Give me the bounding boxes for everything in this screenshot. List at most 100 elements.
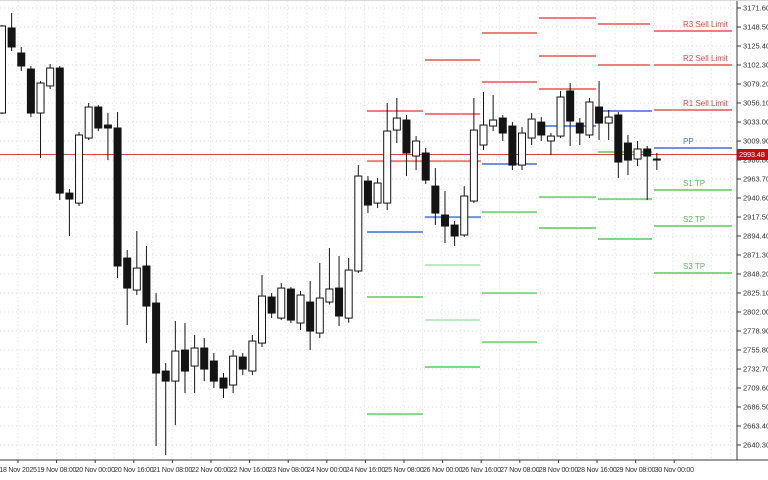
candle-bullish — [296, 294, 305, 324]
time-tick-label: 26 Nov 16:00 — [462, 467, 502, 474]
candle-bearish — [286, 288, 295, 321]
candle-bullish — [0, 25, 6, 114]
candle-bullish — [354, 175, 363, 272]
candle-bearish — [508, 125, 517, 166]
price-axis[interactable]: 3171.60 3148.50 3125.40 3102.30 3079.20 3056.… — [737, 4, 768, 450]
candle-bearish — [55, 67, 64, 194]
candle-bearish — [652, 158, 661, 161]
candle-bearish — [238, 356, 247, 370]
price-tick-label: 3102.30 — [743, 61, 768, 70]
candle-bearish — [267, 296, 276, 314]
price-tick-label: 3009.90 — [743, 137, 768, 146]
candle-bearish — [200, 347, 209, 370]
candle-bullish — [84, 106, 93, 139]
candle-bullish — [518, 132, 527, 166]
candle-bullish — [277, 287, 286, 319]
price-tick-label: 2917.50 — [743, 213, 768, 222]
time-tick-label: 26 Nov 00:00 — [423, 467, 463, 474]
candle-bearish — [623, 142, 632, 161]
candle-bullish — [392, 117, 401, 131]
time-tick-label: 20 Nov 00:00 — [76, 467, 116, 474]
time-axis[interactable]: 18 Nov 2025 19 Nov 08:00 20 Nov 00:00 20 No… — [0, 460, 694, 474]
candle-bullish — [546, 135, 555, 142]
candle-bullish — [412, 140, 421, 157]
candle-bearish — [363, 180, 372, 206]
candle-bearish — [113, 127, 122, 267]
candle-bullish — [585, 101, 594, 136]
pivot-segments — [367, 17, 652, 416]
candle-bearish — [402, 119, 411, 154]
candle-bullish — [383, 130, 392, 204]
time-tick-label: 24 Nov 16:00 — [346, 467, 386, 474]
price-tick-label: 2871.30 — [743, 251, 768, 260]
candle-bullish — [248, 340, 257, 372]
candle-bearish — [431, 185, 440, 214]
grid — [0, 1, 737, 460]
time-tick-label: 24 Nov 00:00 — [307, 467, 347, 474]
candle-bullish — [171, 350, 180, 382]
candle-bearish — [180, 349, 189, 372]
pivot-level-lines — [654, 30, 732, 275]
candle-bullish — [527, 118, 536, 139]
candle-bullish — [556, 96, 565, 137]
time-tick-label: 18 Nov 2025 — [0, 467, 37, 474]
candle-bearish — [421, 152, 430, 181]
candle-bearish — [498, 117, 507, 134]
candle-bearish — [123, 257, 132, 289]
price-tick-label: 2986.80 — [743, 156, 768, 165]
candle-bullish — [373, 182, 382, 204]
price-tick-label: 2640.30 — [743, 441, 768, 450]
time-tick-label: 27 Nov 08:00 — [500, 467, 540, 474]
candle-bullish — [46, 67, 55, 87]
candle-bullish — [36, 82, 45, 114]
time-tick-label: 28 Nov 00:00 — [539, 467, 579, 474]
price-tick-label: 3056.10 — [743, 99, 768, 108]
price-tick-label: 3125.40 — [743, 42, 768, 51]
candle-bearish — [103, 124, 112, 129]
candle-bearish — [566, 90, 575, 122]
time-tick-label: 22 Nov 16:00 — [230, 467, 270, 474]
candle-bullish — [479, 124, 488, 146]
current-price-badge: 2993.48 — [737, 149, 768, 160]
candle-bearish — [142, 265, 151, 307]
time-tick-label: 30 Nov 00:00 — [655, 467, 695, 474]
time-tick-label: 29 Nov 08:00 — [616, 467, 656, 474]
price-tick-label: 2963.70 — [743, 175, 768, 184]
candle-bearish — [440, 214, 449, 227]
time-tick-label: 23 Nov 08:00 — [269, 467, 309, 474]
candle-bullish — [633, 148, 642, 160]
price-tick-label: 2663.40 — [743, 422, 768, 431]
candle-bullish — [344, 269, 353, 319]
candle-bearish — [26, 68, 35, 114]
time-tick-label: 28 Nov 16:00 — [577, 467, 617, 474]
candle-bearish — [643, 148, 652, 157]
candle-bullish — [489, 119, 498, 127]
time-tick-label: 19 Nov 08:00 — [37, 467, 77, 474]
price-tick-label: 2894.40 — [743, 232, 768, 241]
candle-bearish — [7, 27, 16, 48]
axes — [0, 1, 768, 461]
candle-bullish — [460, 195, 469, 236]
candle-bearish — [614, 114, 623, 163]
time-tick-label: 20 Nov 16:00 — [114, 467, 154, 474]
candle-bearish — [94, 106, 103, 129]
candle-bearish — [537, 121, 546, 136]
price-tick-label: 2755.80 — [743, 346, 768, 355]
price-tick-label: 2778.90 — [743, 327, 768, 336]
price-tick-label: 2848.20 — [743, 270, 768, 279]
time-tick-label: 22 Nov 00:00 — [191, 467, 231, 474]
candle-bearish — [152, 302, 161, 374]
candle-bullish — [132, 267, 141, 291]
price-tick-label: 3079.20 — [743, 80, 768, 89]
candle-bearish — [17, 52, 26, 67]
price-tick-label: 2686.50 — [743, 403, 768, 412]
candle-bearish — [219, 377, 228, 389]
candle-bearish — [595, 106, 604, 124]
candle-bearish — [161, 370, 170, 382]
time-tick-label: 25 Nov 08:00 — [384, 467, 424, 474]
price-tick-label: 2802.00 — [743, 308, 768, 317]
candle-bullish — [258, 295, 267, 344]
time-tick-label: 21 Nov 08:00 — [153, 467, 193, 474]
